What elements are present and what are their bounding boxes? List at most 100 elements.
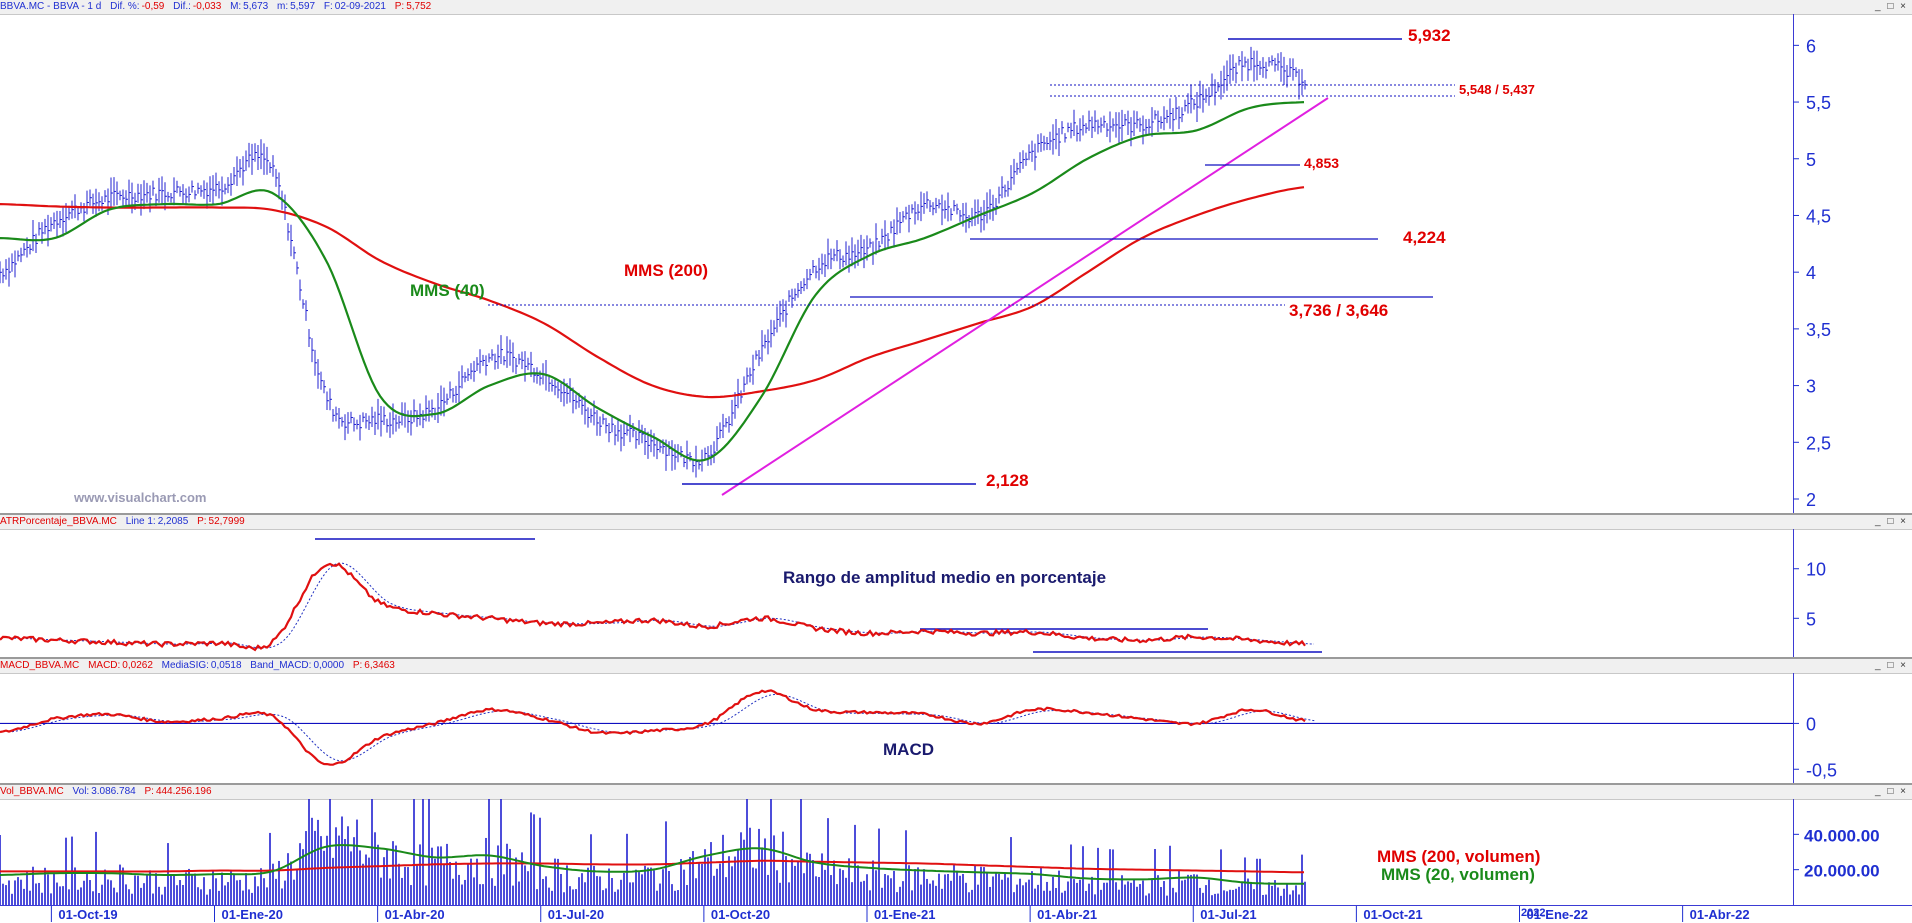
- dif-pct-value: -0,59: [141, 1, 165, 12]
- vol-y-tick-label: 40.000.00: [1804, 826, 1880, 845]
- price-pane: BBVA.MC - BBVA - 1 d Dif. %: -0,59 Dif.: -…: [0, 0, 1912, 513]
- macd-y-axis-line: [1793, 673, 1794, 783]
- macd-signal-line: [11, 693, 1317, 762]
- price-y-tick-label: 2: [1806, 490, 1816, 510]
- macd-value: 0,0262: [122, 660, 153, 671]
- macd-p-value: 6,3463: [364, 660, 395, 671]
- macd-chart-svg[interactable]: MACD 0 -0,5: [0, 659, 1912, 783]
- atr-pane: ATRPorcentaje_BBVA.MC Line 1: 2,2085 P: 52…: [0, 515, 1912, 657]
- macd-y-tick-label: 0: [1806, 714, 1816, 734]
- x-tick-label: 01-Oct-20: [711, 907, 770, 922]
- price-label: P:: [394, 1, 405, 12]
- annotation-5548: 5,548 / 5,437: [1459, 82, 1535, 97]
- atr-p-label: P:: [197, 516, 207, 527]
- macd-pane: MACD_BBVA.MC MACD: 0,0262 MediaSIG: 0,0518…: [0, 659, 1912, 783]
- volume-pane: Vol_BBVA.MC Vol: 3.086.784 P: 444.256.196 …: [0, 785, 1912, 905]
- vol-value: 3.086.784: [91, 786, 136, 797]
- macd-name: MACD_BBVA.MC: [0, 660, 80, 671]
- macd-label: MACD:: [88, 660, 121, 671]
- x-tick-label: 01-Oct-21: [1363, 907, 1422, 922]
- price-y-tick-label: 5: [1806, 150, 1816, 170]
- min-value: 5,597: [290, 1, 316, 12]
- x-tick-label: 01-Ene-20: [222, 907, 283, 922]
- price-y-tick-label: 3,5: [1806, 320, 1831, 340]
- macd-band-value: 0,0000: [313, 660, 345, 671]
- annotation-5932: 5,932: [1408, 26, 1451, 45]
- vol-p-label: P:: [144, 786, 154, 797]
- x-axis-svg: 01-Oct-19 01-Ene-20 01-Abr-20 01-Jul-20 01-O…: [50, 906, 1750, 922]
- watermark: www.visualchart.com: [73, 490, 206, 505]
- vol-y-tick-label: 20.000.00: [1804, 862, 1880, 881]
- price-chart-svg[interactable]: 5,932 5,548 / 5,437 4,853 4,224 3,736 / …: [0, 0, 1912, 513]
- x-axis: 01-Oct-19 01-Ene-20 01-Abr-20 01-Jul-20 01-O…: [0, 905, 1912, 923]
- volume-pane-window-buttons[interactable]: _ □ ×: [1875, 786, 1908, 797]
- price-y-tick-label: 4,5: [1806, 206, 1831, 226]
- x-tick-label: 01-Abr-21: [1037, 907, 1097, 922]
- max-label: M:: [230, 1, 242, 12]
- atr-pane-title: Rango de amplitud medio en porcentaje: [783, 568, 1106, 587]
- macd-pane-header: MACD_BBVA.MC MACD: 0,0262 MediaSIG: 0,0518…: [0, 659, 1912, 674]
- macd-pane-title: MACD: [883, 740, 934, 759]
- x-tick-label: 01-Ene-22: [1527, 907, 1588, 922]
- x-tick-label: 01-Oct-19: [58, 907, 117, 922]
- atr-line-value: 2,2085: [157, 516, 189, 527]
- annotation-2128: 2,128: [986, 471, 1029, 490]
- mms200-line: [0, 186, 1305, 399]
- volume-pane-header: Vol_BBVA.MC Vol: 3.086.784 P: 444.256.196 …: [0, 785, 1912, 800]
- vol-label: Vol:: [72, 786, 90, 797]
- annotation-4853: 4,853: [1304, 155, 1339, 171]
- atr-chart-svg[interactable]: Rango de amplitud medio en porcentaje 10…: [0, 515, 1912, 657]
- macd-y-tick-label: -0,5: [1806, 760, 1837, 780]
- volume-chart-svg[interactable]: MMS (200, volumen) MMS (20, volumen) 40.…: [0, 785, 1912, 905]
- vol-mms200-line: [0, 859, 1304, 874]
- macd-line: [0, 689, 1306, 766]
- symbol-label: BBVA.MC - BBVA - 1 d: [0, 1, 102, 12]
- price-y-tick-label: 4: [1806, 263, 1816, 283]
- min-label: m:: [276, 1, 289, 12]
- max-value: 5,673: [243, 1, 269, 12]
- atr-p-value: 52,7999: [208, 516, 245, 527]
- price-y-tick-label: 6: [1806, 36, 1816, 56]
- annotation-3736: 3,736 / 3,646: [1289, 301, 1388, 320]
- legend-mms20-volumen: MMS (20, volumen): [1381, 865, 1535, 884]
- x-tick-label: 01-Jul-20: [548, 907, 604, 922]
- macd-pane-window-buttons[interactable]: _ □ ×: [1875, 660, 1908, 671]
- date-value: 02-09-2021: [334, 1, 386, 12]
- vol-y-axis-line: [1793, 799, 1794, 905]
- atr-y-tick-label: 5: [1806, 609, 1816, 629]
- atr-signal-line: [9, 562, 1315, 649]
- label-mms200: MMS (200): [624, 261, 708, 280]
- macd-sig-value: 0,0518: [210, 660, 242, 671]
- vol-p-value: 444.256.196: [155, 786, 212, 797]
- macd-p-label: P:: [352, 660, 363, 671]
- price-pane-header: BBVA.MC - BBVA - 1 d Dif. %: -0,59 Dif.: -…: [0, 0, 1912, 15]
- x-year-marker: 2022: [1521, 907, 1545, 919]
- x-tick-label: 01-Jul-21: [1200, 907, 1256, 922]
- pane-separator[interactable]: [0, 657, 1912, 659]
- date-label: F:: [323, 1, 333, 12]
- macd-sig-label: MediaSIG:: [161, 660, 209, 671]
- annotation-4224: 4,224: [1403, 228, 1446, 247]
- dif-pct-label: Dif. %:: [110, 1, 140, 12]
- atr-line-label: Line 1:: [125, 516, 156, 527]
- atr-y-tick-label: 10: [1806, 560, 1826, 580]
- x-tick-label: 01-Abr-20: [385, 907, 445, 922]
- vol-name: Vol_BBVA.MC: [0, 786, 64, 797]
- price-y-tick-label: 5,5: [1806, 93, 1831, 113]
- atr-line: [0, 562, 1306, 652]
- price-y-tick-label: 3: [1806, 377, 1816, 397]
- price-value: 5,752: [406, 1, 432, 12]
- price-y-tick-label: 2,5: [1806, 433, 1831, 453]
- legend-mms200-volumen: MMS (200, volumen): [1377, 847, 1540, 866]
- dif-value: -0,033: [192, 1, 222, 12]
- atr-pane-header: ATRPorcentaje_BBVA.MC Line 1: 2,2085 P: 52…: [0, 515, 1912, 530]
- pane-separator[interactable]: [0, 783, 1912, 785]
- pane-separator[interactable]: [0, 513, 1912, 515]
- vol-mms20-line: [0, 844, 1304, 885]
- atr-name: ATRPorcentaje_BBVA.MC: [0, 516, 117, 527]
- x-tick-label: 01-Ene-21: [874, 907, 935, 922]
- atr-pane-window-buttons[interactable]: _ □ ×: [1875, 516, 1908, 527]
- atr-y-axis-line: [1793, 529, 1794, 657]
- x-tick-label: 01-Abr-22: [1690, 907, 1750, 922]
- price-pane-window-buttons[interactable]: _ □ ×: [1875, 1, 1908, 12]
